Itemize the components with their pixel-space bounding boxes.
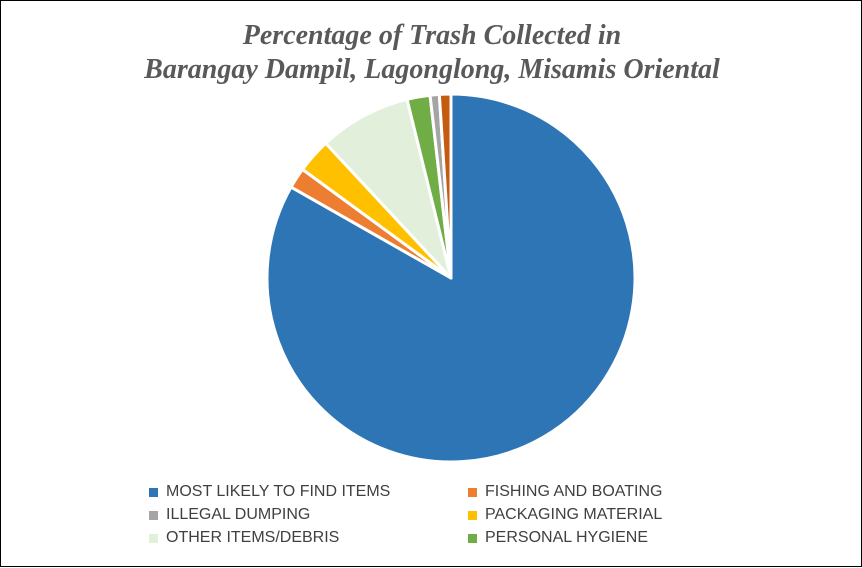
- legend-item: MOST LIKELY TO FIND ITEMS: [149, 481, 390, 503]
- chart-title-line-2: Barangay Dampil, Lagonglong, Misamis Ori…: [144, 54, 720, 85]
- pie-slice-other-items-debris: [324, 97, 453, 280]
- legend-label: MOST LIKELY TO FIND ITEMS: [166, 483, 391, 500]
- legend-label: OTHER ITEMS/DEBRIS: [166, 529, 340, 546]
- legend-label: FISHING AND BOATING: [485, 483, 663, 500]
- legend-item: PACKAGING MATERIAL: [468, 504, 662, 526]
- legend-item: PERSONAL HYGIENE: [468, 527, 648, 549]
- legend-swatch: [468, 533, 477, 543]
- legend-swatch: [149, 533, 158, 543]
- chart-title: Percentage of Trash Collected in Baranga…: [1, 19, 862, 87]
- pie-slice-unlabeled-6: [437, 92, 453, 280]
- legend-swatch: [149, 487, 158, 497]
- chart-title-line-1: Percentage of Trash Collected in: [242, 20, 622, 51]
- legend-item: ILLEGAL DUMPING: [149, 504, 310, 526]
- legend-swatch: [468, 487, 477, 497]
- legend-label: PERSONAL HYGIENE: [485, 529, 649, 546]
- legend-item: FISHING AND BOATING: [468, 481, 663, 503]
- legend-item: OTHER ITEMS/DEBRIS: [149, 527, 339, 549]
- legend-label: PACKAGING MATERIAL: [485, 506, 663, 523]
- legend-swatch: [149, 510, 158, 520]
- legend-swatch: [468, 510, 477, 520]
- legend-label: ILLEGAL DUMPING: [166, 506, 311, 523]
